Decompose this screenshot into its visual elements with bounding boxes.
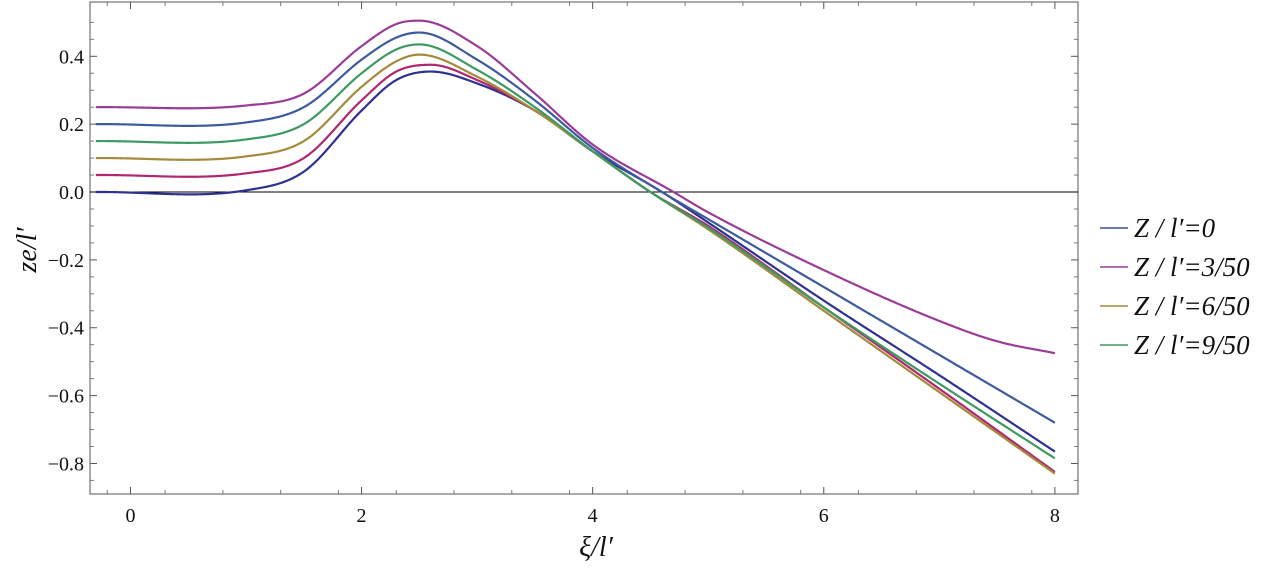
x-tick-labels: 0 2 4 6 8: [125, 505, 1059, 527]
x-tick-label: 4: [588, 505, 598, 527]
series-line-4: [95, 43, 1056, 460]
legend-label: Z / l′=9/50: [1134, 330, 1250, 360]
x-axis-title: ξ/l′: [579, 532, 614, 563]
legend-label: Z / l′=6/50: [1134, 291, 1250, 321]
ticks-layer: [90, 2, 1078, 494]
plot-frame: [89, 1, 1079, 495]
x-tick-label: 6: [819, 505, 829, 527]
x-tick-label: 2: [357, 505, 367, 527]
series-line-2: [95, 63, 1056, 473]
x-tick-label: 0: [125, 505, 135, 527]
legend-label: Z / l′=3/50: [1134, 252, 1250, 282]
y-axis-title: ze/l′: [12, 227, 43, 274]
y-tick-label: −0.6: [48, 386, 84, 408]
series-line-3: [95, 53, 1056, 475]
series-line-5: [95, 31, 1056, 424]
y-tick-label: 0.0: [59, 182, 84, 204]
y-tick-label: 0.2: [59, 114, 84, 136]
series-line-6: [95, 19, 1056, 355]
y-tick-label: −0.8: [48, 453, 84, 475]
legend-label: Z / l′=0: [1134, 213, 1216, 243]
y-tick-label: −0.4: [48, 318, 84, 340]
y-tick-label: 0.4: [59, 46, 84, 68]
series-layer: [95, 19, 1056, 475]
series-line-1: [95, 70, 1056, 453]
legend: Z / l′=0 Z / l′=3/50 Z / l′=6/50 Z / l′=9/5…: [1100, 213, 1250, 360]
y-tick-labels: −0.8 −0.6 −0.4 −0.2 0.0 0.2 0.4: [48, 46, 84, 475]
y-tick-label: −0.2: [48, 250, 84, 272]
x-tick-label: 8: [1050, 505, 1060, 527]
